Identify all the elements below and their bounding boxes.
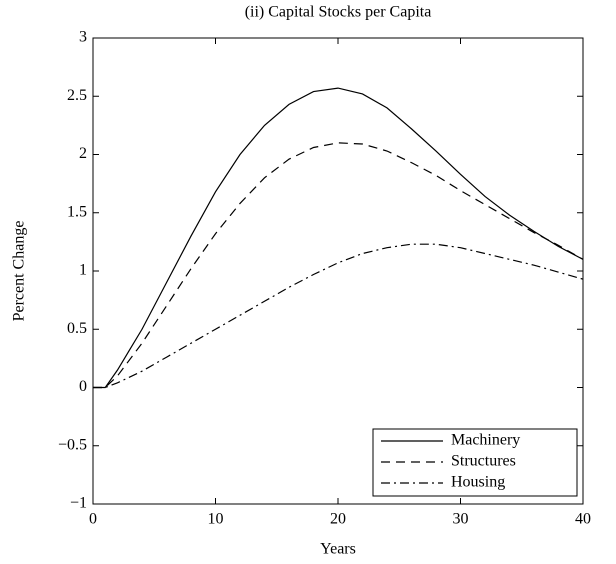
y-tick-label: −1	[70, 495, 87, 512]
chart-title: (ii) Capital Stocks per Capita	[245, 4, 432, 21]
x-tick-label: 20	[330, 511, 346, 528]
x-tick-label: 10	[208, 511, 224, 528]
legend-box	[372, 428, 578, 497]
y-tick-label: 2.5	[67, 87, 87, 104]
series-line	[93, 87, 584, 389]
x-axis-label: Years	[320, 541, 356, 558]
y-tick-label: −0.5	[58, 436, 87, 453]
y-tick-label: 2	[79, 145, 87, 162]
legend-label: Machinery	[451, 432, 520, 449]
y-tick-label: 0.5	[67, 320, 87, 337]
legend-label: Structures	[451, 453, 516, 470]
y-tick-label: 1	[79, 262, 87, 279]
y-tick-label: 0	[79, 378, 87, 395]
series-line	[93, 142, 584, 389]
series-line	[93, 243, 584, 389]
y-tick-label: 3	[79, 29, 87, 46]
y-axis-label: Percent Change	[11, 221, 28, 322]
legend-label: Housing	[451, 474, 505, 491]
x-tick-label: 40	[575, 511, 591, 528]
x-tick-label: 0	[89, 511, 97, 528]
x-tick-label: 30	[453, 511, 469, 528]
y-tick-label: 1.5	[67, 203, 87, 220]
